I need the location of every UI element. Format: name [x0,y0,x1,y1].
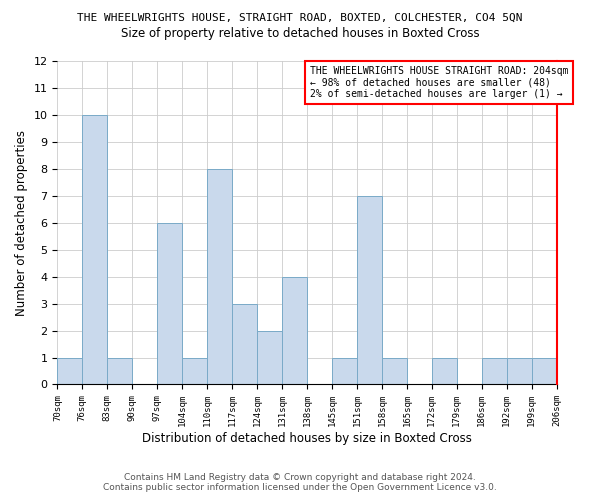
Bar [507,358,532,384]
Bar [58,358,82,384]
Bar [257,330,282,384]
Bar [382,358,407,384]
Y-axis label: Number of detached properties: Number of detached properties [15,130,28,316]
Bar [432,358,457,384]
Bar [207,169,232,384]
Text: Size of property relative to detached houses in Boxted Cross: Size of property relative to detached ho… [121,28,479,40]
Bar [182,358,207,384]
Bar [232,304,257,384]
Text: Contains HM Land Registry data © Crown copyright and database right 2024.
Contai: Contains HM Land Registry data © Crown c… [103,473,497,492]
Text: THE WHEELWRIGHTS HOUSE STRAIGHT ROAD: 204sqm
← 98% of detached houses are smalle: THE WHEELWRIGHTS HOUSE STRAIGHT ROAD: 20… [310,66,568,98]
X-axis label: Distribution of detached houses by size in Boxted Cross: Distribution of detached houses by size … [142,432,472,445]
Bar [107,358,132,384]
Bar [332,358,357,384]
Bar [482,358,507,384]
Bar [532,358,557,384]
Bar [357,196,382,384]
Bar [282,277,307,384]
Text: THE WHEELWRIGHTS HOUSE, STRAIGHT ROAD, BOXTED, COLCHESTER, CO4 5QN: THE WHEELWRIGHTS HOUSE, STRAIGHT ROAD, B… [77,12,523,22]
Bar [82,116,107,384]
Bar [157,223,182,384]
